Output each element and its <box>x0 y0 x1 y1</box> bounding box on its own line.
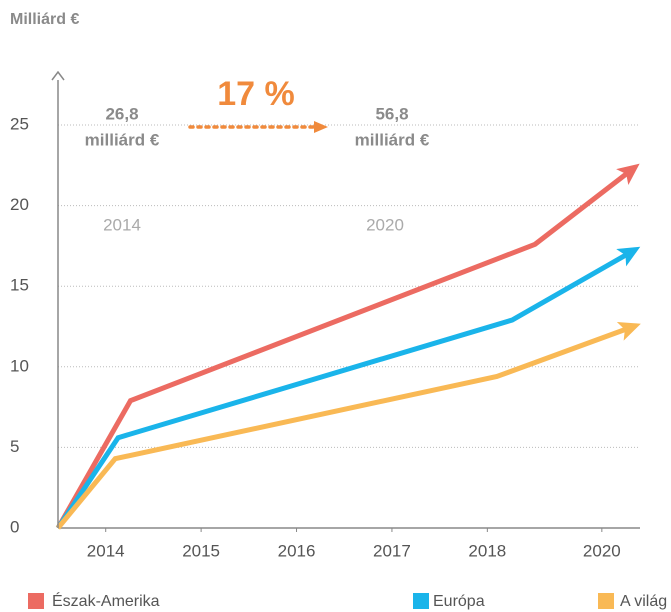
x-tick-label: 2018 <box>468 541 506 560</box>
annotation: 2014 <box>103 215 141 234</box>
annotation: 26,8 <box>105 104 138 123</box>
legend-swatch <box>28 593 44 609</box>
legend-label: Észak-Amerika <box>52 591 160 610</box>
plot-area: 0 5 10 15 20 25 2014 2015 2016 2017 2018 2020 <box>10 114 641 560</box>
annotation: milliárd € <box>85 130 160 149</box>
y-tick-label: 20 <box>10 195 29 214</box>
series-line <box>55 246 641 530</box>
y-axis-label: Milliárd € <box>10 11 79 28</box>
y-tick-label: 15 <box>10 276 29 295</box>
y-tick-label: 0 <box>10 517 19 536</box>
x-tick-label: 2015 <box>182 541 220 560</box>
annotation: milliárd € <box>355 130 430 149</box>
legend-swatch <box>598 593 614 609</box>
series-line <box>55 163 640 530</box>
y-tick-label: 25 <box>10 114 29 133</box>
series-line <box>56 321 641 530</box>
y-tick-label: 5 <box>10 437 19 456</box>
x-tick-label: 2016 <box>278 541 316 560</box>
legend-label: Európa <box>433 593 485 610</box>
x-tick-label: 2014 <box>87 541 125 560</box>
x-tick-label: 2020 <box>583 541 621 560</box>
x-tick-label: 2017 <box>373 541 411 560</box>
annotation: 56,8 <box>375 104 408 123</box>
annotation: 2020 <box>366 215 404 234</box>
legend-swatch <box>413 593 429 609</box>
legend-label: A világ egyéb területei <box>620 593 671 610</box>
growth-annotation: 17 % <box>217 75 295 113</box>
y-tick-label: 10 <box>10 356 29 375</box>
